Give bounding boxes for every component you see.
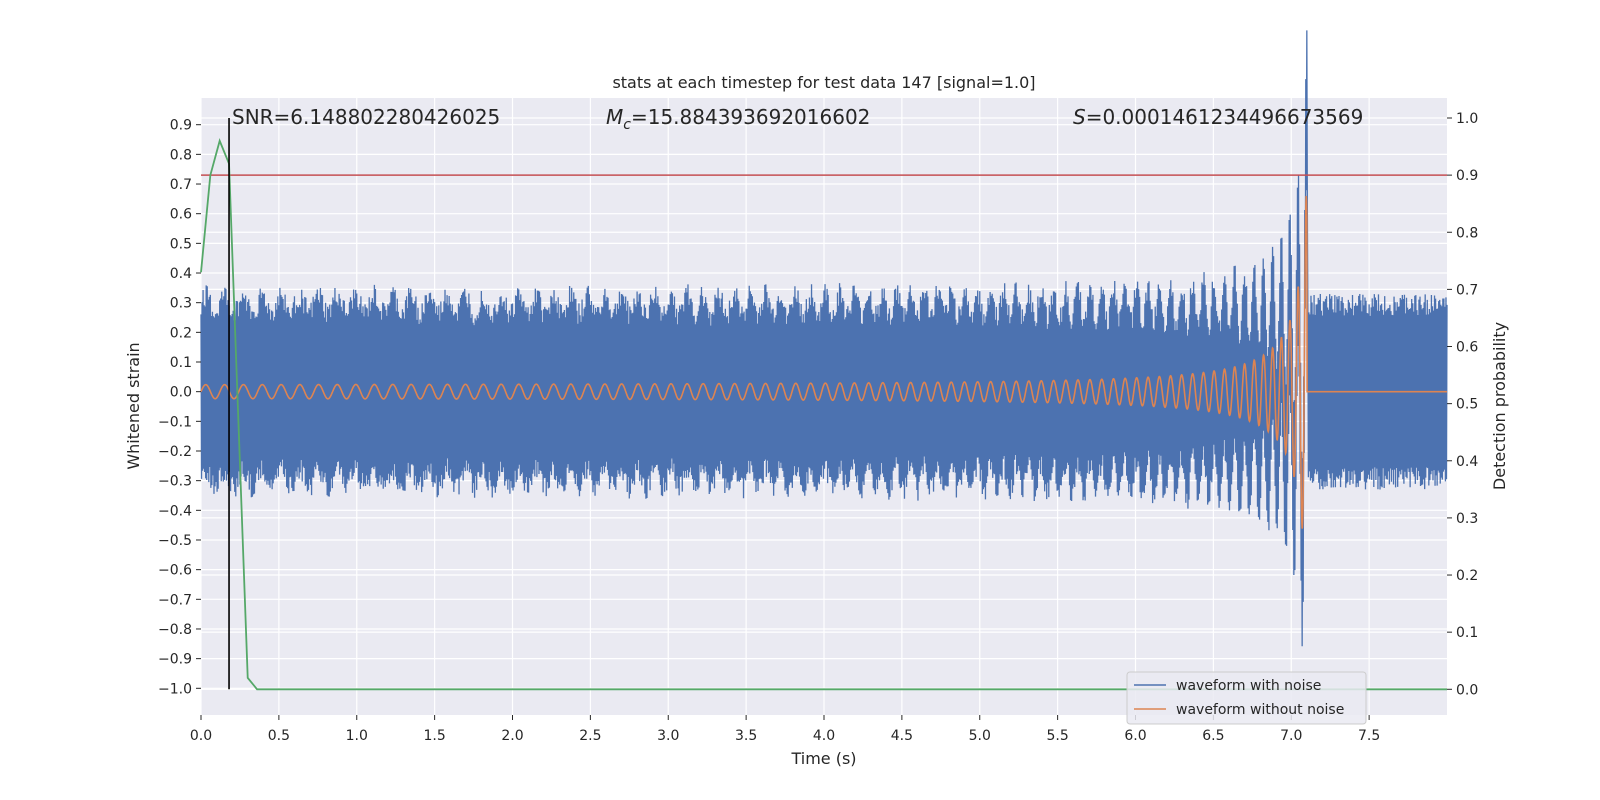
x-tick-label: 1.5: [423, 728, 445, 744]
y-tick-label-right: 0.7: [1456, 282, 1478, 298]
legend-box: [1126, 671, 1367, 725]
detection-probability-line: [200, 138, 1447, 691]
y-tick-label-right: 1.0: [1456, 111, 1478, 127]
chirp-mass-value: =15.884393692016602: [631, 105, 870, 129]
legend-label-clean: waveform without noise: [1176, 702, 1344, 718]
x-tick-label: 0.0: [190, 728, 212, 744]
y-tick-label-right: 0.6: [1456, 340, 1478, 356]
y-tick-label-left: −0.7: [158, 592, 192, 608]
y-tick-label-left: −0.2: [158, 444, 192, 460]
x-tick-label: 6.0: [1124, 728, 1146, 744]
y-tick-label-left: −1.0: [158, 681, 192, 697]
y-tick-label-left: 0.4: [170, 266, 192, 282]
y-tick-label-right: 0.9: [1456, 168, 1478, 184]
y-tick-label-left: −0.9: [158, 652, 192, 668]
x-axis-label: Time (s): [790, 749, 856, 768]
legend: waveform with noise waveform without noi…: [1126, 671, 1367, 725]
x-tick-label: 5.5: [1046, 728, 1068, 744]
y-tick-label-right: 0.2: [1456, 568, 1478, 584]
x-tick-label: 3.5: [735, 728, 757, 744]
significance-symbol: S: [1073, 105, 1086, 129]
y-axis-label-left: Whitened strain: [124, 342, 143, 469]
y-tick-label-left: 0.6: [170, 207, 192, 223]
noisy-waveform-line: [200, 30, 1448, 647]
y-tick-label-left: 0.2: [170, 325, 192, 341]
y-tick-label-left: −0.4: [158, 503, 192, 519]
x-tick-label: 2.0: [501, 728, 523, 744]
y-tick-label-left: 0.1: [170, 355, 192, 371]
x-tick-label: 7.0: [1280, 728, 1302, 744]
y-tick-label-left: 0.5: [170, 236, 192, 252]
axes: 0.0 0.5 1.0 1.5 2.0 2.5 3.0 3.5 4.0 4.5 5.0 5.5 6.0 6…: [158, 111, 1478, 744]
chart-marks: [200, 30, 1448, 691]
x-tick-label: 3.0: [657, 728, 679, 744]
x-tick-label: 7.5: [1358, 728, 1380, 744]
y-tick-label-left: 0.7: [170, 177, 192, 193]
x-tick-label: 4.0: [813, 728, 835, 744]
x-tick-label: 0.5: [268, 728, 290, 744]
y-tick-label-left: 0.0: [170, 385, 192, 401]
y-tick-label-left: −0.5: [158, 533, 192, 549]
y-tick-label-left: −0.8: [158, 622, 192, 638]
y-tick-label-left: 0.8: [170, 147, 192, 163]
y-tick-label-right: 0.3: [1456, 511, 1478, 527]
y-tick-label-right: 0.5: [1456, 397, 1478, 413]
y-tick-label-left: 0.3: [170, 296, 192, 312]
y-tick-label-left: −0.1: [158, 414, 192, 430]
chirp-mass-subscript: c: [623, 117, 631, 133]
legend-label-noise: waveform with noise: [1176, 678, 1321, 694]
y-tick-label-right: 0.0: [1456, 682, 1478, 698]
y-tick-label-left: 0.9: [170, 118, 192, 134]
x-tick-label: 5.0: [969, 728, 991, 744]
snr-annotation: SNR=6.148802280426025: [232, 105, 500, 129]
y-tick-label-left: −0.3: [158, 474, 192, 490]
y-tick-label-left: −0.6: [158, 563, 192, 579]
y-tick-label-right: 0.4: [1456, 454, 1478, 470]
x-tick-label: 2.5: [579, 728, 601, 744]
x-tick-label: 6.5: [1202, 728, 1224, 744]
significance-annotation: S=0.0001461234496673569: [1073, 105, 1363, 129]
chirp-mass-annotation: Mc=15.884393692016602: [606, 105, 870, 133]
clean-waveform-line: [200, 195, 1447, 529]
x-tick-label: 4.5: [891, 728, 913, 744]
chart-title: stats at each timestep for test data 147…: [612, 73, 1035, 92]
y-tick-label-right: 0.1: [1456, 625, 1478, 641]
chirp-mass-symbol: M: [606, 105, 623, 129]
significance-value: =0.0001461234496673569: [1086, 105, 1364, 129]
x-tick-label: 1.0: [346, 728, 368, 744]
y-axis-label-right: Detection probability: [1490, 322, 1509, 490]
y-tick-label-right: 0.8: [1456, 225, 1478, 241]
